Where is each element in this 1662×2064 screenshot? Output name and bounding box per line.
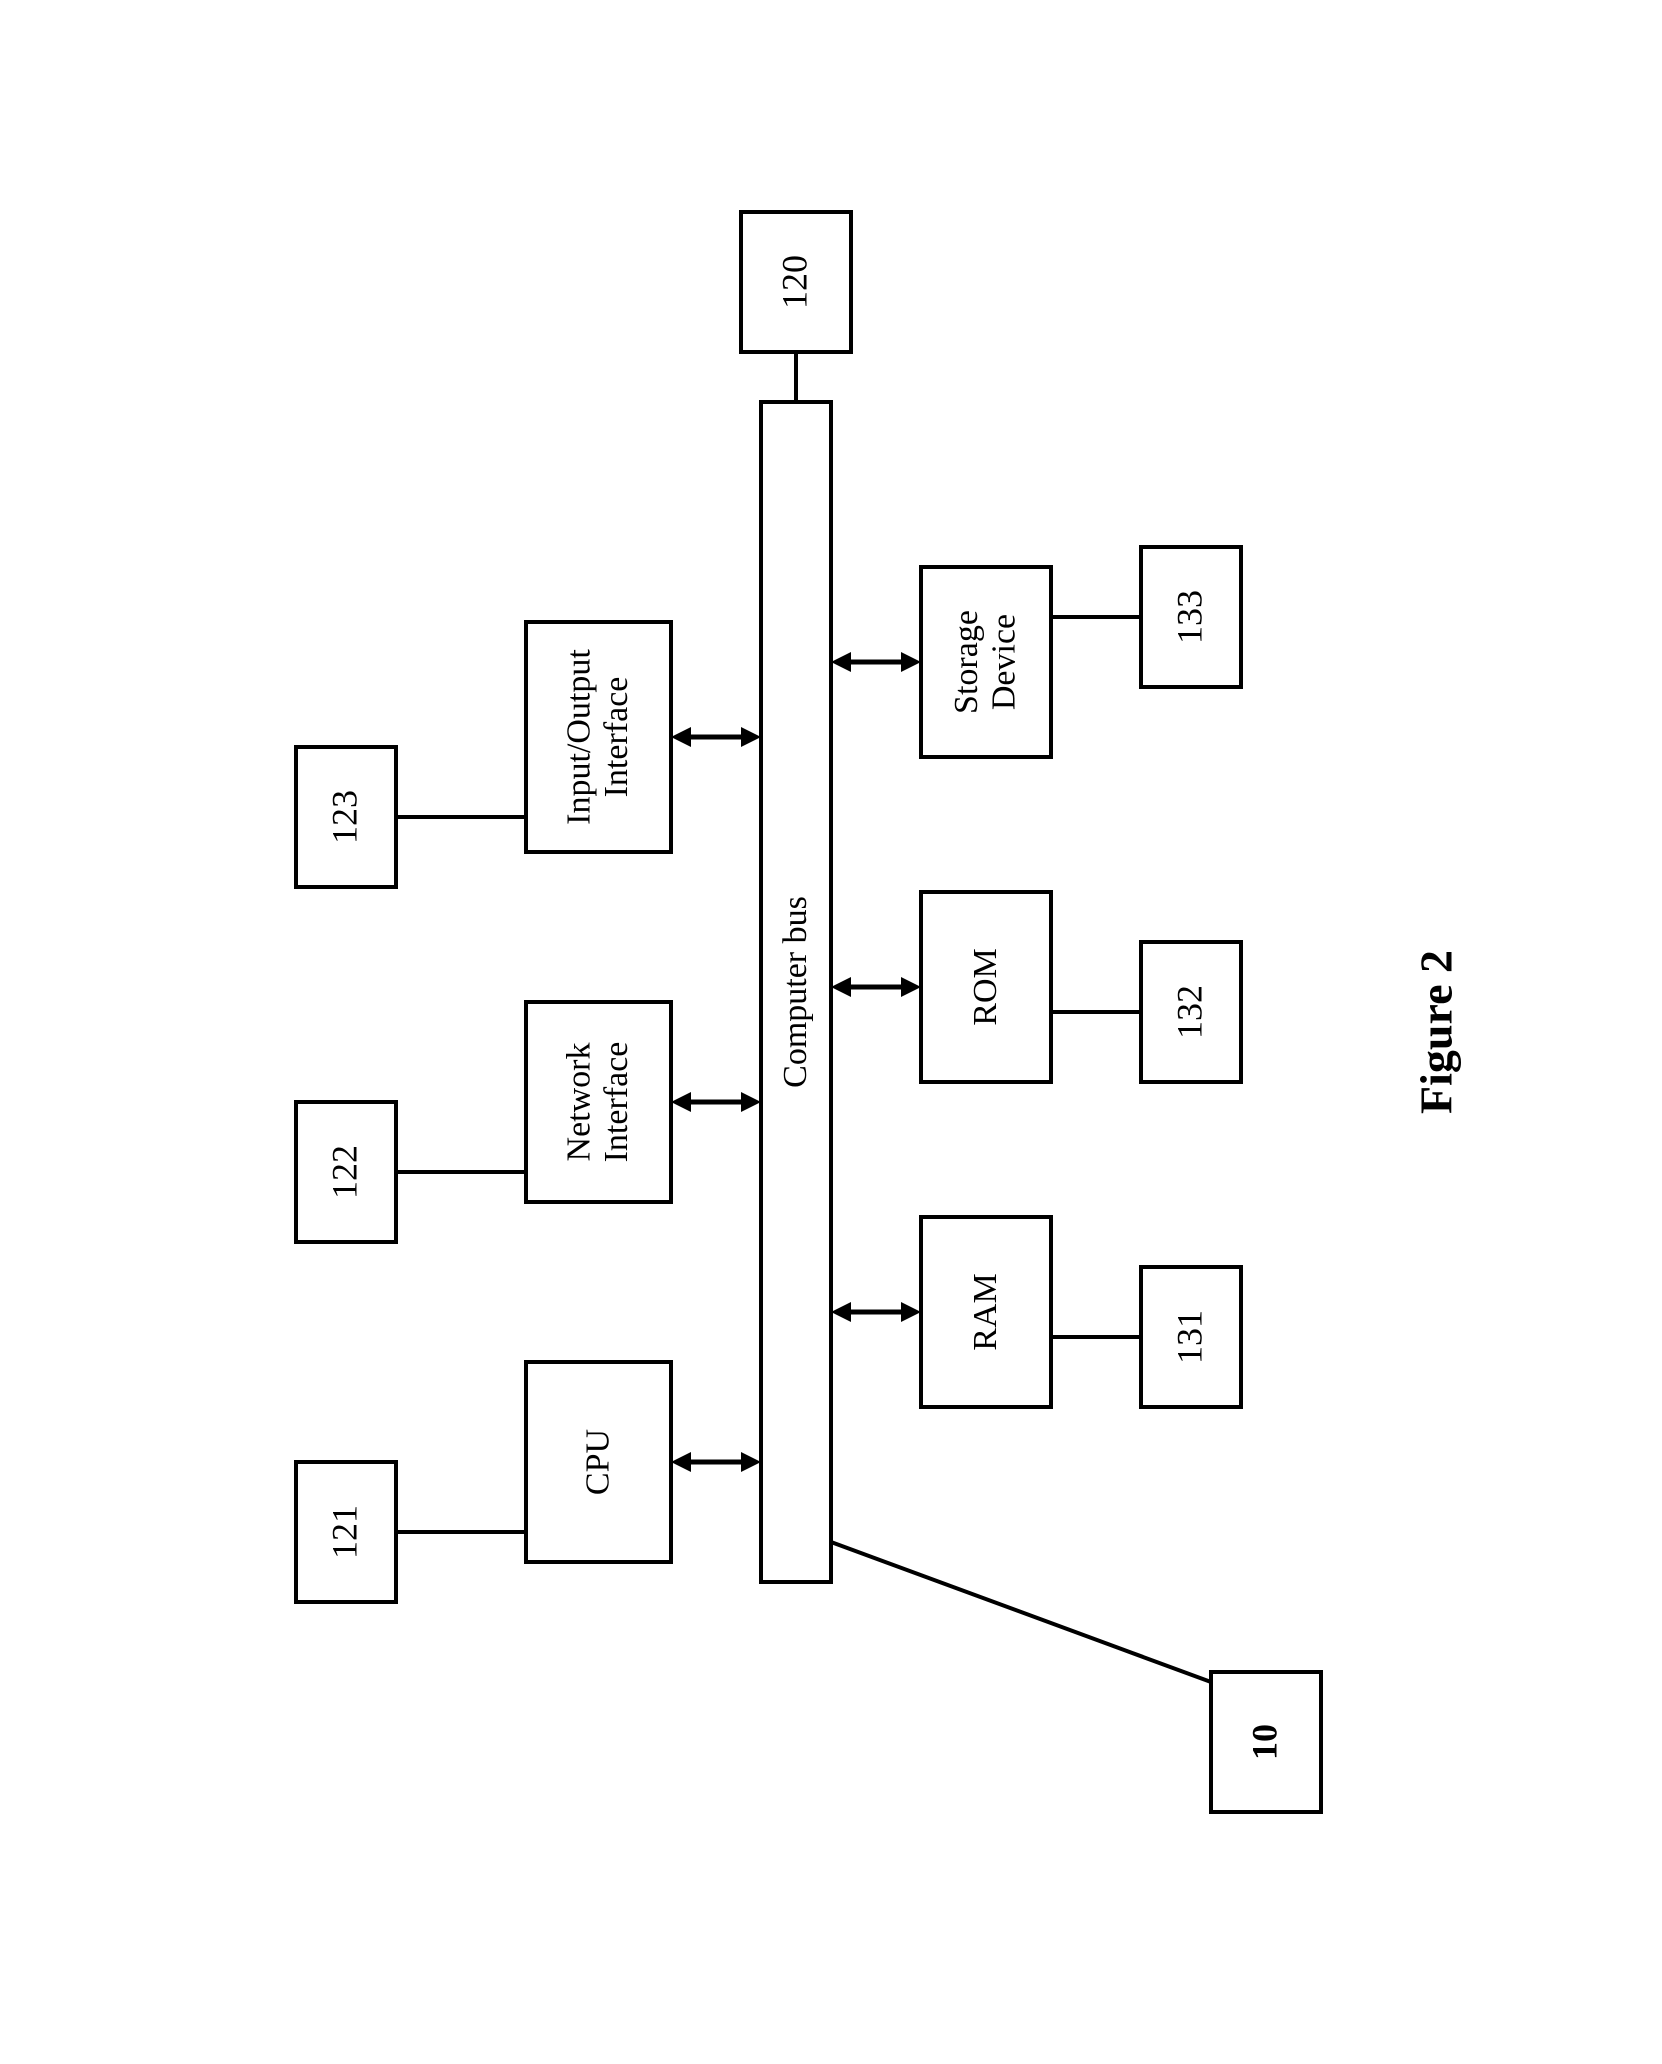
ref-121-label: 121: [324, 1505, 364, 1559]
io-interface-label-0: Input/Output: [561, 649, 598, 825]
arrowhead-icon: [831, 1302, 851, 1322]
computer-bus-label: Computer bus: [777, 896, 814, 1088]
ref-10-connector: [831, 1542, 1211, 1682]
cpu-label-0: CPU: [579, 1429, 616, 1495]
arrowhead-icon: [741, 1452, 761, 1472]
ram-label-0: RAM: [967, 1273, 1004, 1350]
diagram-root: Computer bus12010CPU121NetworkInterface1…: [296, 212, 1462, 1812]
io-interface-label-1: Interface: [598, 677, 635, 798]
storage-device-label-0: Storage: [948, 610, 985, 714]
arrowhead-icon: [741, 1092, 761, 1112]
ref-131-label: 131: [1169, 1310, 1209, 1364]
network-interface-label-1: Interface: [598, 1042, 635, 1163]
arrowhead-icon: [671, 727, 691, 747]
network-interface-label-0: Network: [561, 1043, 598, 1162]
arrowhead-icon: [671, 1092, 691, 1112]
ref-123-label: 123: [324, 790, 364, 844]
rom-label-0: ROM: [967, 948, 1004, 1025]
storage-device-label-1: Device: [985, 614, 1022, 710]
arrowhead-icon: [901, 652, 921, 672]
ref-122-label: 122: [324, 1145, 364, 1199]
ref-10-label: 10: [1244, 1724, 1284, 1760]
arrowhead-icon: [901, 977, 921, 997]
arrowhead-icon: [831, 652, 851, 672]
arrowhead-icon: [831, 977, 851, 997]
arrowhead-icon: [901, 1302, 921, 1322]
arrowhead-icon: [741, 727, 761, 747]
ref-120-label: 120: [774, 255, 814, 309]
ref-132-label: 132: [1169, 985, 1209, 1039]
ref-133-label: 133: [1169, 590, 1209, 644]
arrowhead-icon: [671, 1452, 691, 1472]
figure-caption: Figure 2: [1411, 950, 1462, 1114]
